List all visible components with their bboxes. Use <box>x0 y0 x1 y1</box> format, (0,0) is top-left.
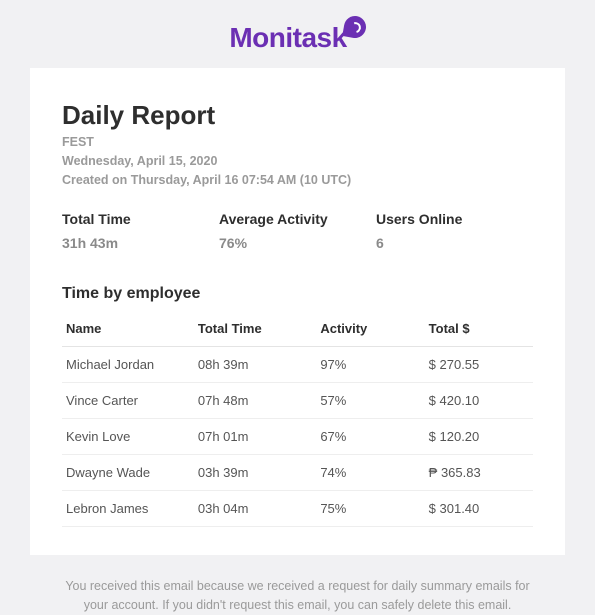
cell-name: Vince Carter <box>62 383 194 419</box>
stat-total-time: Total Time 31h 43m <box>62 211 219 251</box>
stat-users-online: Users Online 6 <box>376 211 533 251</box>
cell-time: 07h 01m <box>194 419 316 455</box>
employee-table: Name Total Time Activity Total $ Michael… <box>62 313 533 527</box>
cell-activity: 75% <box>316 491 424 527</box>
table-row: Dwayne Wade 03h 39m 74% ₱ 365.83 <box>62 455 533 491</box>
col-header-total: Total $ <box>425 313 533 347</box>
email-footer: You received this email because we recei… <box>0 555 595 615</box>
col-header-time: Total Time <box>194 313 316 347</box>
report-date: Wednesday, April 15, 2020 <box>62 152 533 171</box>
report-created: Created on Thursday, April 16 07:54 AM (… <box>62 171 533 190</box>
cell-activity: 74% <box>316 455 424 491</box>
stat-label: Users Online <box>376 211 533 227</box>
cell-name: Dwayne Wade <box>62 455 194 491</box>
cell-name: Michael Jordan <box>62 347 194 383</box>
stat-label: Total Time <box>62 211 219 227</box>
table-header-row: Name Total Time Activity Total $ <box>62 313 533 347</box>
table-row: Kevin Love 07h 01m 67% $ 120.20 <box>62 419 533 455</box>
cell-time: 08h 39m <box>194 347 316 383</box>
clock-bubble-icon <box>342 14 367 39</box>
table-row: Michael Jordan 08h 39m 97% $ 270.55 <box>62 347 533 383</box>
cell-activity: 57% <box>316 383 424 419</box>
cell-name: Lebron James <box>62 491 194 527</box>
stat-value: 31h 43m <box>62 235 219 251</box>
table-title: Time by employee <box>62 285 533 303</box>
cell-total: $ 270.55 <box>425 347 533 383</box>
brand-name: Monitask <box>229 22 346 54</box>
cell-time: 03h 39m <box>194 455 316 491</box>
report-card: Daily Report FEST Wednesday, April 15, 2… <box>30 68 565 555</box>
report-title: Daily Report <box>62 100 533 131</box>
cell-time: 07h 48m <box>194 383 316 419</box>
stat-avg-activity: Average Activity 76% <box>219 211 376 251</box>
cell-total: ₱ 365.83 <box>425 455 533 491</box>
cell-activity: 97% <box>316 347 424 383</box>
cell-activity: 67% <box>316 419 424 455</box>
cell-time: 03h 04m <box>194 491 316 527</box>
cell-total: $ 120.20 <box>425 419 533 455</box>
stat-label: Average Activity <box>219 211 376 227</box>
stats-row: Total Time 31h 43m Average Activity 76% … <box>62 211 533 251</box>
col-header-activity: Activity <box>316 313 424 347</box>
brand-logo: Monitask <box>229 22 365 54</box>
table-row: Lebron James 03h 04m 75% $ 301.40 <box>62 491 533 527</box>
col-header-name: Name <box>62 313 194 347</box>
stat-value: 6 <box>376 235 533 251</box>
cell-name: Kevin Love <box>62 419 194 455</box>
stat-value: 76% <box>219 235 376 251</box>
cell-total: $ 420.10 <box>425 383 533 419</box>
report-org: FEST <box>62 133 533 152</box>
cell-total: $ 301.40 <box>425 491 533 527</box>
logo-area: Monitask <box>0 0 595 68</box>
table-row: Vince Carter 07h 48m 57% $ 420.10 <box>62 383 533 419</box>
